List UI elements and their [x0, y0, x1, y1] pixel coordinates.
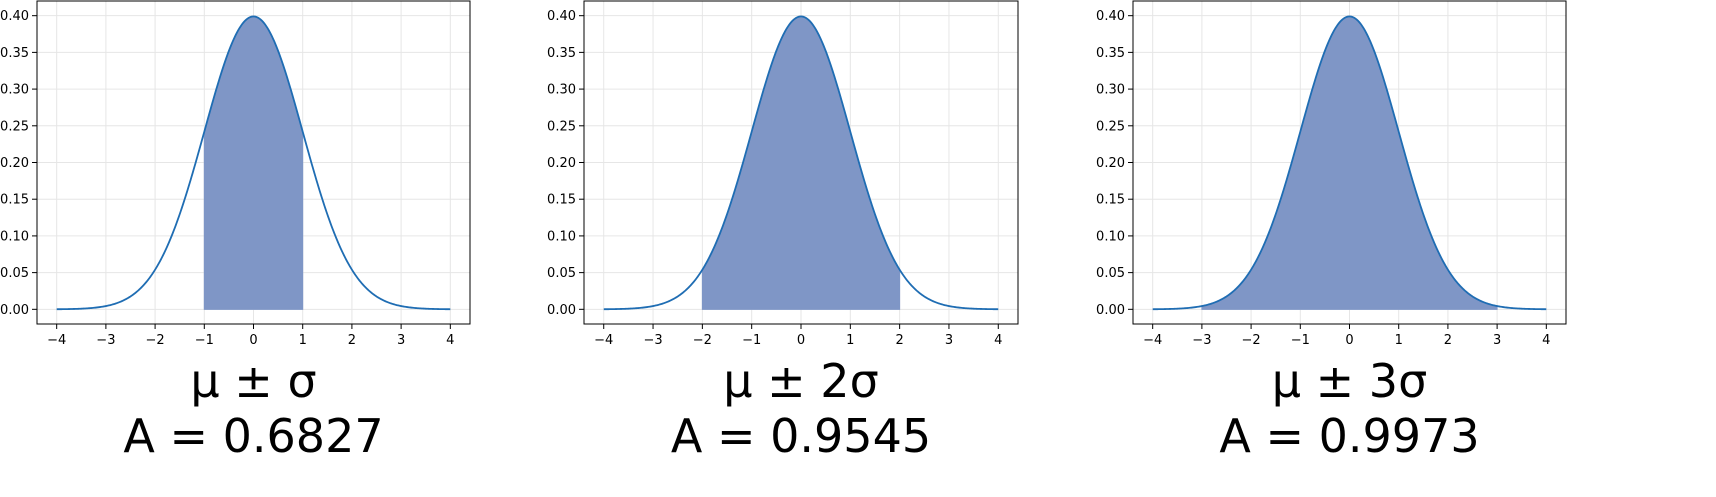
pdf-curve	[1152, 15, 1547, 311]
x-tick-label: −4	[1143, 333, 1162, 348]
y-tick-label: 0.05	[0, 266, 29, 281]
shaded-area	[203, 15, 304, 310]
x-tick-label: −3	[96, 333, 115, 348]
x-tick-label: 3	[1493, 333, 1501, 348]
y-tick-label: 0.25	[1096, 119, 1125, 134]
pdf-curve	[56, 15, 451, 311]
x-tick-label: −4	[47, 333, 66, 348]
x-tick-label: 1	[299, 333, 307, 348]
y-tick-label: 0.10	[1096, 229, 1125, 244]
interval-caption: μ ± 3σ	[1272, 354, 1427, 408]
x-tick-label: −3	[1192, 333, 1211, 348]
x-tick-label: −2	[1242, 333, 1261, 348]
x-tick-label: 2	[895, 333, 903, 348]
x-tick-label: −2	[693, 333, 712, 348]
y-tick-label: 0.40	[547, 9, 576, 24]
y-tick-label: 0.10	[547, 229, 576, 244]
x-tick-label: 3	[945, 333, 953, 348]
x-tick-label: 2	[348, 333, 356, 348]
y-tick-label: 0.35	[0, 46, 29, 61]
y-tick-label: 0.20	[0, 156, 29, 171]
y-tick-label: 0.15	[1096, 193, 1125, 208]
x-tick-label: 4	[994, 333, 1002, 348]
y-tick-label: 0.00	[1096, 303, 1125, 318]
y-tick-label: 0.00	[0, 303, 29, 318]
x-tick-label: 0	[249, 333, 257, 348]
interval-caption: μ ± σ	[190, 354, 316, 408]
x-tick-label: 0	[797, 333, 805, 348]
y-tick-label: 0.10	[0, 229, 29, 244]
x-tick-label: 1	[1395, 333, 1403, 348]
chart-panel-1: −4 −3 −2 −1 0 1 2 3 4 0.00 0.05 0.10 0.15 0.20 0.25 0.3…	[0, 0, 471, 463]
y-tick-label: 0.20	[547, 156, 576, 171]
area-caption: A = 0.9973	[1219, 409, 1479, 463]
y-tick-label: 0.25	[547, 119, 576, 134]
area-caption: A = 0.6827	[123, 409, 383, 463]
y-tick-label: 0.15	[547, 193, 576, 208]
x-tick-label: 4	[446, 333, 454, 348]
y-tick-label: 0.00	[547, 303, 576, 318]
area-caption: A = 0.9545	[671, 409, 931, 463]
x-tick-label: −1	[1291, 333, 1310, 348]
pdf-curve	[603, 15, 999, 311]
y-tick-label: 0.30	[547, 83, 576, 98]
x-tick-label: 2	[1444, 333, 1452, 348]
y-tick-label: 0.40	[0, 9, 29, 24]
x-tick-label: 1	[846, 333, 854, 348]
y-tick-label: 0.30	[1096, 83, 1125, 98]
y-tick-label: 0.35	[1096, 46, 1125, 61]
y-tick-label: 0.40	[1096, 9, 1125, 24]
y-tick-label: 0.35	[547, 46, 576, 61]
x-tick-label: −1	[742, 333, 761, 348]
x-tick-label: −2	[146, 333, 165, 348]
chart-panel-3: −4 −3 −2 −1 0 1 2 3 4 0.00 0.05 0.10 0.15 0.20 0.25 0.3…	[1096, 0, 1567, 463]
y-tick-label: 0.30	[0, 83, 29, 98]
x-tick-label: 4	[1542, 333, 1550, 348]
x-tick-label: −1	[195, 333, 214, 348]
y-tick-label: 0.20	[1096, 156, 1125, 171]
interval-caption: μ ± 2σ	[723, 354, 878, 408]
y-tick-label: 0.25	[0, 119, 29, 134]
y-tick-label: 0.15	[0, 193, 29, 208]
x-tick-label: 0	[1345, 333, 1353, 348]
x-tick-label: 3	[397, 333, 405, 348]
x-tick-label: −4	[594, 333, 613, 348]
x-tick-label: −3	[643, 333, 662, 348]
y-tick-label: 0.05	[547, 266, 576, 281]
y-tick-label: 0.05	[1096, 266, 1125, 281]
chart-panel-2: −4 −3 −2 −1 0 1 2 3 4 0.00 0.05 0.10 0.15 0.20 0.25 0.3…	[547, 0, 1019, 463]
